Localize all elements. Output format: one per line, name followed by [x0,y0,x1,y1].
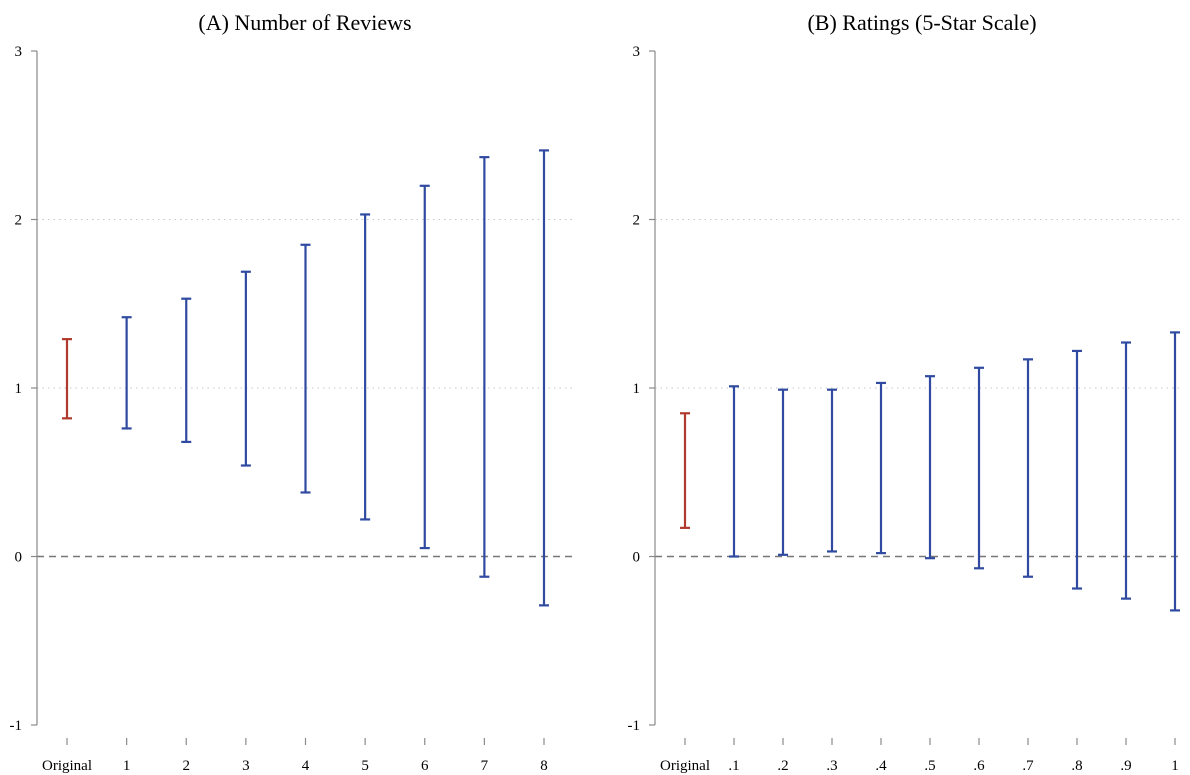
x-tick-label: .9 [1120,758,1131,774]
x-tick-label: .8 [1071,758,1082,774]
y-tick-label: 0 [15,550,23,566]
x-tick-label: 6 [421,758,429,774]
x-tick-label: .2 [777,758,788,774]
x-tick-label: 1 [123,758,131,774]
y-tick-label: -1 [10,718,23,734]
x-tick-label: 2 [183,758,191,774]
ci-bar [1023,358,1033,578]
x-tick-label: .3 [826,758,837,774]
x-tick-label: .1 [728,758,739,774]
ci-bar [360,213,371,521]
x-tick-label: Original [42,758,92,774]
chart-title: (B) Ratings (5-Star Scale) [807,10,1036,35]
chart-title: (A) Number of Reviews [198,10,411,35]
x-tick-label: .7 [1022,758,1034,774]
ci-bar [974,366,984,570]
y-tick-label: 1 [633,381,641,397]
ci-bar [62,338,72,420]
ci-bar [1170,331,1180,612]
x-tick-label: .5 [924,758,935,774]
ci-bar [121,316,132,430]
ci-bar [300,243,311,494]
ci-bar [419,184,430,550]
x-tick-label: 5 [361,758,369,774]
y-tick-label: 3 [15,44,23,60]
x-tick-label: .4 [875,758,887,774]
y-tick-label: 3 [633,44,641,60]
x-tick-label: 4 [302,758,310,774]
ci-bar [680,412,690,529]
ci-bar [479,156,490,578]
x-tick-label: 1 [1171,758,1179,774]
ci-bar [827,388,837,553]
x-tick-label: Original [660,758,710,774]
panel-b: (B) Ratings (5-Star Scale) -1 0 1 2 3 Original… [628,10,1180,774]
ci-bar [1121,341,1131,600]
y-tick-label: 2 [15,213,23,229]
y-tick-label: 2 [633,213,641,229]
ci-bar [778,388,788,556]
x-tick-label: .6 [973,758,985,774]
ci-bar [729,385,739,558]
x-tick-label: 7 [481,758,489,774]
ci-bar [181,297,192,444]
ci-bar [240,270,251,467]
ci-bar [1072,349,1082,590]
x-tick-label: 8 [540,758,548,774]
y-tick-label: -1 [628,718,641,734]
x-tick-label: 3 [242,758,250,774]
panel-a: (A) Number of Reviews -1 0 1 2 3 Original 1 2 3 4 5… [10,10,572,774]
y-tick-label: 0 [633,550,641,566]
ci-bar [539,149,549,607]
y-tick-label: 1 [15,381,23,397]
ci-bar [876,381,886,555]
ci-bar [925,375,935,560]
